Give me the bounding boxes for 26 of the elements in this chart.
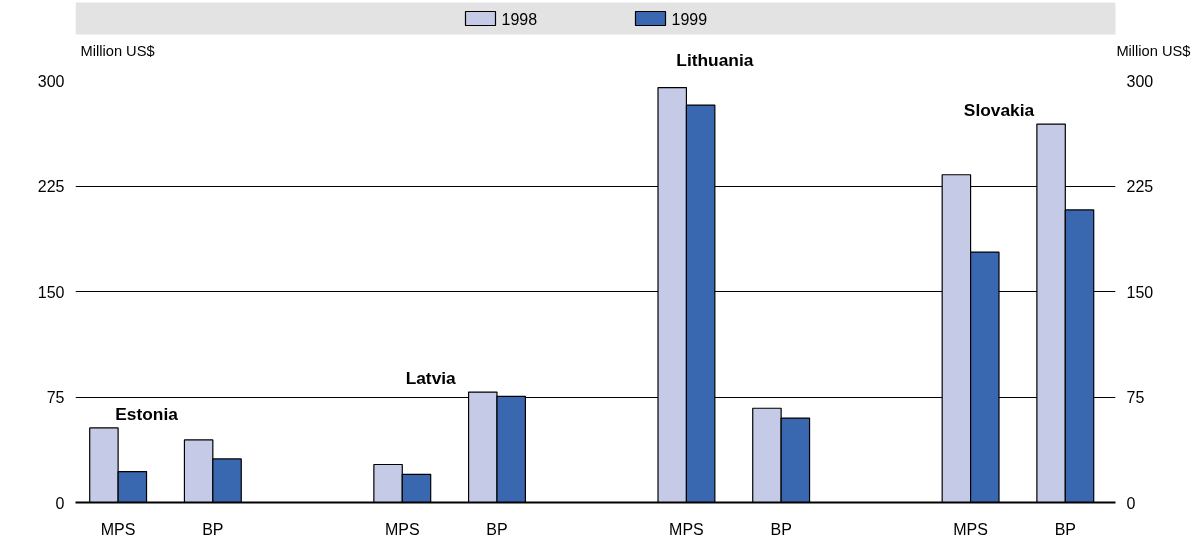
x-tick-label: BP [1054,520,1076,538]
y-tick-label: 75 [46,389,65,406]
y-tick-label: 150 [37,283,65,301]
x-tick-label: BP [486,520,508,538]
y2-tick-label: 0 [1126,494,1136,512]
y-axis-title: Million US$ [80,42,155,59]
legend-label: 1998 [501,10,538,28]
x-tick-label: BP [202,520,224,538]
x-tick-label: MPS [669,520,704,538]
y2-tick-label: 150 [1126,283,1154,301]
annotation: Estonia [115,403,179,424]
x-tick-label: MPS [100,520,136,538]
y-tick-label: 300 [37,72,65,90]
x-tick-label: MPS [953,520,988,538]
y2-tick-label: 300 [1126,72,1154,90]
x-tick-label: MPS [384,520,420,538]
y2-axis-title: Million US$ [1116,42,1191,59]
annotation: Latvia [405,368,457,389]
y2-tick-label: 75 [1126,389,1145,406]
y-tick-label: 225 [37,178,65,195]
text: Lithuania [676,49,754,70]
y2-tick-label: 225 [1126,178,1154,195]
annotation: Slovakia [963,100,1035,121]
x-tick-label: BP [770,520,792,538]
y-tick-label: 0 [55,494,65,512]
legend-label: 1999 [671,10,708,28]
